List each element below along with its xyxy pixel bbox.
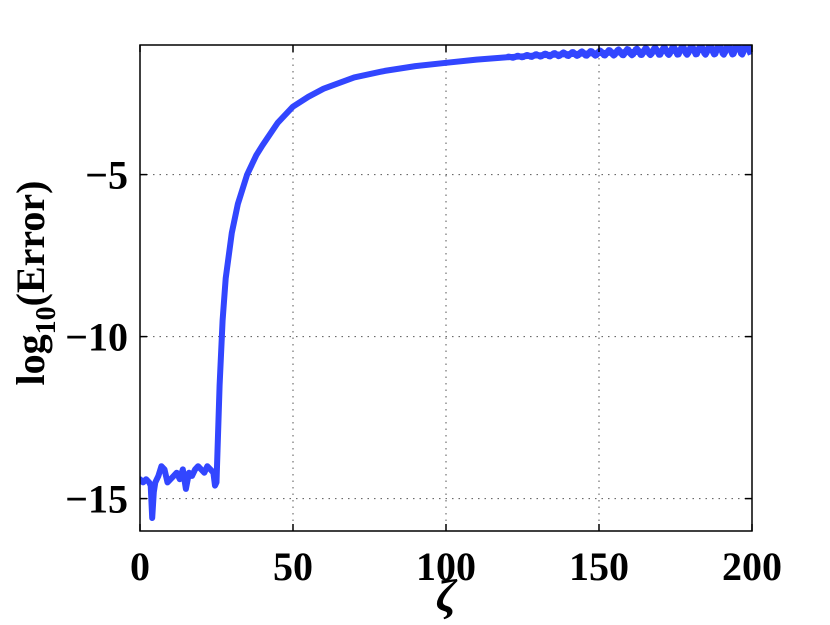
y-tick-label: −10 xyxy=(65,315,128,360)
y-axis-label: log10(Error) xyxy=(8,181,62,386)
x-axis-label: ζ xyxy=(436,570,458,621)
y-tick-label: −5 xyxy=(85,153,128,198)
y-axis-label-base: log xyxy=(8,334,53,385)
x-tick-label: 100 xyxy=(416,544,476,589)
x-tick-label: 50 xyxy=(273,544,313,589)
x-tick-label: 0 xyxy=(130,544,150,589)
x-tick-label: 150 xyxy=(569,544,629,589)
y-axis-label-subscript: 10 xyxy=(31,306,62,334)
y-tick-label: −15 xyxy=(65,477,128,522)
grid-lines xyxy=(140,45,752,531)
axis-ticks xyxy=(139,45,753,531)
y-tick-labels: −5 −10 −15 xyxy=(65,153,128,522)
x-tick-labels: 0 50 100 150 200 xyxy=(130,544,782,589)
series-line xyxy=(140,45,752,521)
x-tick-label: 200 xyxy=(722,544,782,589)
y-axis-label-rest: (Error) xyxy=(8,181,53,307)
